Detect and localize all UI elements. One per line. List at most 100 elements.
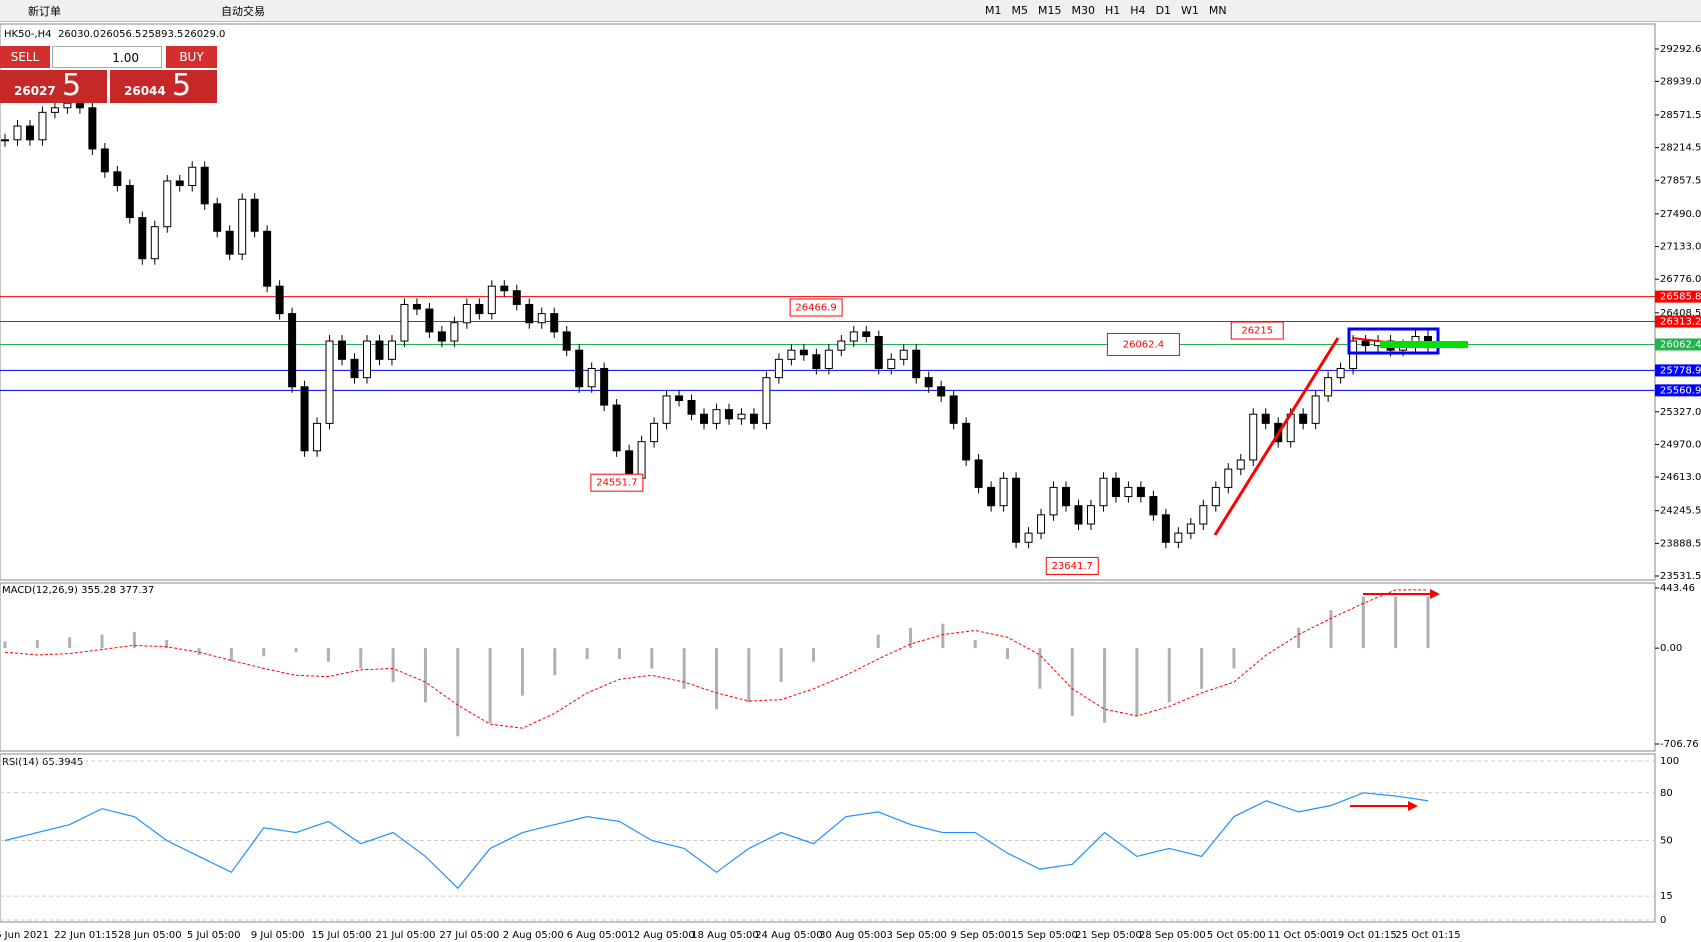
candle [1311,395,1320,424]
date-label: 15 Sep 05:00 [1011,930,1078,941]
candle [1336,367,1345,379]
candle [38,111,47,141]
candle [949,395,958,424]
candle [362,340,371,379]
candle [1161,514,1170,543]
toolbar-button[interactable]: 自动交易 [221,4,265,18]
date-label: 6 Jun 2021 [0,930,49,941]
candle [1186,523,1195,534]
candle [637,441,646,479]
candle [600,367,609,406]
candle [962,422,971,461]
candle [450,322,459,342]
bid-digit: 5 [62,68,82,103]
level-tag [1655,290,1701,303]
ask-box[interactable]: 26044 5 [110,68,217,103]
candle [138,217,147,260]
price-tick-label: 29292.6 [1660,44,1701,55]
candle [1174,532,1183,543]
timeframe[interactable]: MN [1208,4,1227,17]
candle [437,331,446,342]
candle [1024,532,1033,543]
candle [1074,505,1083,525]
price-tick-label: 24970.0 [1660,439,1701,450]
candle [13,125,22,141]
ask-digit: 5 [172,68,192,103]
annotation: 26062.4 [1123,339,1164,350]
arrow-head [1408,801,1418,811]
candle [1361,340,1370,347]
level-label: 26585.8 [1660,292,1701,303]
ohlc: 26029.0 [184,29,225,40]
date-label: 22 Jun 01:15 [54,930,118,941]
candle [799,349,808,356]
candle [687,400,696,415]
lots-input[interactable]: 1.00 [52,46,162,68]
candle [1062,486,1071,507]
candle [213,203,222,232]
candle [425,308,434,333]
macd-label: MACD(12,26,9) 355.28 377.37 [2,585,154,596]
sell-button[interactable]: SELL [0,46,50,68]
macd-tick-label: -706.76 [1660,739,1699,750]
candle [874,335,883,369]
timeframe[interactable]: M1 [985,4,1002,17]
candle [462,303,471,324]
chart-symbol: HK50-,H4 [4,29,51,40]
price-tick-label: 28214.5 [1660,143,1701,154]
arrow-head [1430,589,1440,599]
candle [562,331,571,351]
candle [88,107,97,150]
candle [175,180,184,187]
date-label: 18 Aug 05:00 [691,930,758,941]
candle [1261,413,1270,424]
candle [525,303,534,324]
timeframe[interactable]: M15 [1038,4,1062,17]
candle [762,377,771,424]
annotation: 26215 [1241,326,1273,337]
annotation: 23641.7 [1052,561,1093,572]
price-tick-label: 28571.5 [1660,110,1701,121]
candle [862,331,871,337]
candle [1324,377,1333,397]
buy-button[interactable]: BUY [166,46,217,68]
date-label: 12 Aug 05:00 [627,930,694,941]
trade-panel: SELL 1.00 BUY 26027 5 26044 5 [0,46,217,103]
candle [987,486,996,507]
timeframe[interactable]: H1 [1105,4,1121,17]
level-tag [1655,338,1701,351]
toolbar-button[interactable]: 新订单 [28,4,61,18]
candle [63,102,72,109]
candle [824,349,833,369]
rsi-tick-label: 15 [1660,891,1673,902]
timeframe[interactable]: D1 [1155,4,1172,17]
candle [1099,477,1108,507]
timeframe[interactable]: M5 [1011,4,1029,17]
price-tick-label: 26776.0 [1660,274,1701,285]
candle [275,285,284,315]
toolbar: 新订单 自动交易 M1 M5 M15 M30 H1 H4 D1 W1 MN [0,0,1701,22]
timeframe[interactable]: W1 [1181,4,1199,17]
candle [1149,496,1158,516]
candle [1012,477,1021,543]
annotation-box [590,473,644,492]
timeframe[interactable]: H4 [1130,4,1146,17]
candle [350,358,359,379]
trend-arrow [1213,337,1340,536]
level-tag [1655,315,1701,328]
ohlc: 26056.5 [100,29,141,40]
candle [1199,505,1208,525]
bid-box[interactable]: 26027 5 [0,68,107,103]
candle [25,125,34,141]
candle [1236,459,1245,470]
annotation: 26466.9 [795,302,836,313]
candle [75,102,84,109]
candle [487,285,496,315]
candle [724,409,733,420]
candle [737,413,746,420]
candle [338,340,347,360]
candle [400,303,409,342]
price-tick-label: 24245.5 [1660,506,1701,517]
timeframe[interactable]: M30 [1071,4,1096,17]
